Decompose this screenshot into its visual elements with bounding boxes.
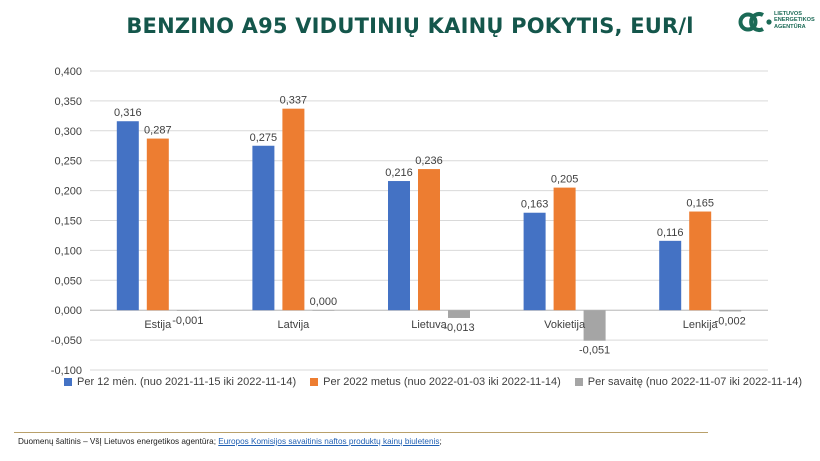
source-suffix: ; [439, 437, 442, 446]
y-tick-label: -0,100 [51, 365, 82, 377]
data-label: 0,287 [144, 125, 172, 137]
lea-logo-icon [738, 12, 772, 32]
legend-label: Per 12 mėn. (nuo 2021-11-15 iki 2022-11-… [77, 376, 297, 388]
data-label: 0,165 [686, 198, 714, 210]
bar-series-2 [553, 187, 576, 311]
bar-series-1 [116, 121, 139, 311]
logo-line: LIETUVOS [774, 11, 802, 17]
y-tick-label: 0,300 [54, 126, 82, 138]
bar-series-2 [282, 108, 305, 311]
bar-series-3 [448, 310, 470, 318]
y-tick-label: -0,050 [51, 335, 82, 347]
bar-series-1 [252, 145, 275, 311]
data-label: 0,337 [280, 95, 308, 107]
category-label: Estija [144, 319, 172, 331]
legend-item: Per 12 mėn. (nuo 2021-11-15 iki 2022-11-… [64, 376, 296, 388]
data-label: 0,216 [385, 167, 413, 179]
data-label: -0,002 [715, 315, 746, 327]
y-tick-label: 0,400 [54, 66, 82, 78]
bar-series-3 [719, 310, 742, 312]
y-tick-label: 0,100 [54, 245, 82, 257]
bar-series-1 [523, 212, 546, 311]
footer-divider [14, 432, 708, 433]
data-label: 0,163 [521, 199, 549, 211]
legend-item: Per savaitę (nuo 2022-11-07 iki 2022-11-… [574, 376, 803, 388]
logo-text: LIETUVOS ENERGETIKOS AGENTŪRA [774, 11, 815, 30]
y-tick-label: 0,050 [54, 275, 82, 287]
legend-label: Per savaitę (nuo 2022-11-07 iki 2022-11-… [587, 376, 803, 388]
y-tick-label: 0,200 [54, 186, 82, 198]
category-label: Lenkija [683, 319, 719, 331]
y-tick-label: 0,350 [54, 96, 82, 108]
legend-swatch-series2 [310, 378, 319, 386]
data-label: 0,205 [551, 174, 579, 186]
category-label: Vokietija [544, 319, 586, 331]
legend-swatch-series1 [64, 378, 72, 386]
bar-series-2 [418, 169, 440, 311]
data-label: -0,051 [579, 345, 610, 357]
y-tick-label: 0,250 [54, 156, 82, 168]
legend-item: Per 2022 metus (nuo 2022-01-03 iki 2022-… [310, 376, 561, 388]
data-label: -0,001 [172, 315, 203, 327]
y-tick-label: 0,000 [54, 305, 82, 317]
bar-series-1 [388, 181, 410, 311]
legend-label: Per 2022 metus (nuo 2022-01-03 iki 2022-… [323, 376, 561, 388]
bar-series-3 [312, 310, 335, 311]
data-label: 0,275 [250, 132, 278, 144]
source-link[interactable]: Europos Komisijos savaitinis naftos prod… [218, 437, 440, 446]
logo-line: ENERGETIKOS [774, 17, 815, 24]
data-label: 0,116 [657, 227, 684, 239]
logo-line: AGENTŪRA [774, 23, 806, 30]
bar-series-3 [583, 310, 606, 341]
category-label: Latvija [278, 319, 311, 331]
bar-series-2 [146, 138, 169, 311]
bar-series-3 [176, 310, 199, 311]
legend-swatch-series3 [574, 378, 583, 386]
source-note: Duomenų šaltinis – VšĮ Lietuvos energeti… [18, 437, 442, 446]
data-label: 0,316 [114, 107, 142, 119]
chart-title: BENZINO A95 VIDUTINIŲ KAINŲ POKYTIS, EUR… [126, 14, 694, 38]
y-tick-label: 0,150 [54, 216, 82, 228]
bar-series-1 [659, 240, 682, 311]
bar-series-2 [689, 211, 712, 311]
source-prefix: Duomenų šaltinis – VšĮ Lietuvos energeti… [18, 437, 219, 446]
chart-legend: Per 12 mėn. (nuo 2021-11-15 iki 2022-11-… [64, 376, 802, 388]
data-label: -0,013 [443, 322, 474, 334]
data-label: 0,000 [310, 296, 338, 308]
category-label: Lietuva [411, 319, 447, 331]
data-label: 0,236 [415, 155, 443, 167]
